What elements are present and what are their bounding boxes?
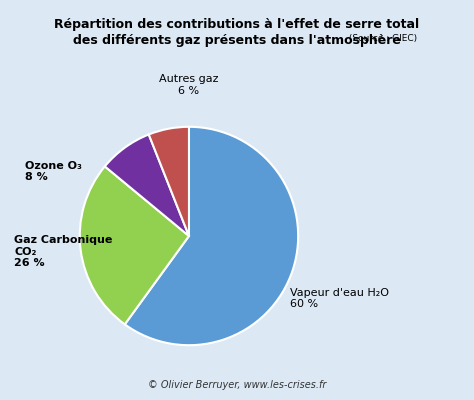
Wedge shape <box>125 127 298 345</box>
Text: Répartition des contributions à l'effet de serre total: Répartition des contributions à l'effet … <box>55 18 419 31</box>
Wedge shape <box>105 134 189 236</box>
Text: Autres gaz
6 %: Autres gaz 6 % <box>159 74 219 96</box>
Text: Gaz Carbonique
CO₂
26 %: Gaz Carbonique CO₂ 26 % <box>14 235 113 268</box>
Wedge shape <box>80 166 189 324</box>
Text: Vapeur d'eau H₂O
60 %: Vapeur d'eau H₂O 60 % <box>290 288 389 309</box>
Text: des différents gaz présents dans l'atmosphère: des différents gaz présents dans l'atmos… <box>73 34 401 47</box>
Wedge shape <box>149 127 189 236</box>
Text: Ozone O₃
8 %: Ozone O₃ 8 % <box>25 161 82 182</box>
Text: (Source : GIEC): (Source : GIEC) <box>346 34 417 43</box>
Text: © Olivier Berruyer, www.les-crises.fr: © Olivier Berruyer, www.les-crises.fr <box>148 380 326 390</box>
